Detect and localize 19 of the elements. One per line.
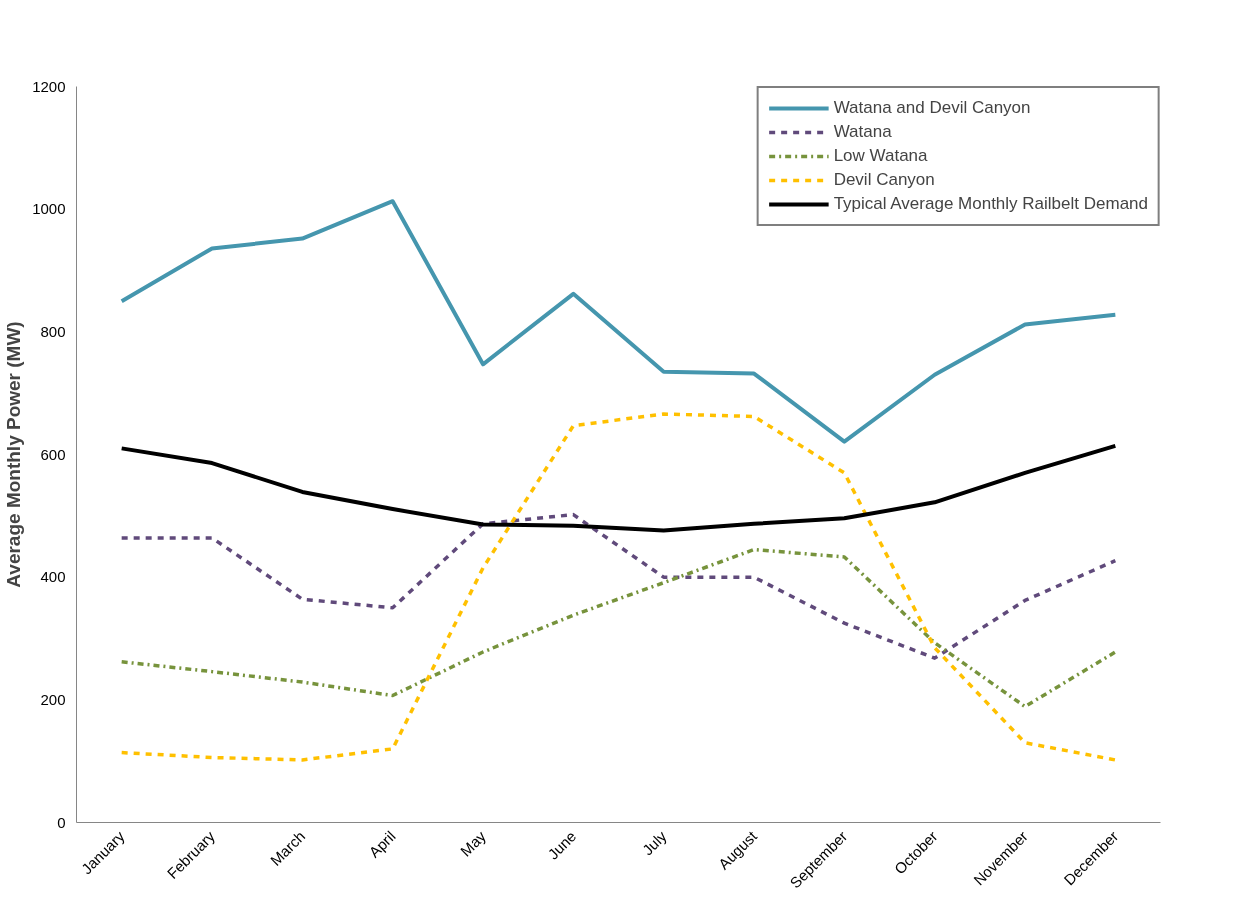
line-series	[119, 512, 1118, 660]
y-tick-label: 800	[40, 322, 66, 340]
y-tick-label: 1200	[32, 77, 66, 95]
y-tick-label: 600	[40, 445, 66, 463]
legend-label: Low Watana	[833, 146, 928, 166]
x-tick-label: July	[638, 827, 671, 859]
line-series	[119, 443, 1118, 533]
y-tick-label: 1000	[32, 200, 66, 218]
y-axis-title: Average Monthly Power (MW)	[3, 321, 25, 588]
y-tick-label: 0	[57, 813, 66, 831]
y-tick-label: 400	[40, 568, 66, 586]
y-tick-label: 200	[40, 690, 66, 708]
legend-label: Devil Canyon	[833, 170, 935, 190]
x-tick-label: May	[456, 827, 490, 860]
legend-label: Typical Average Monthly Railbelt Demand	[833, 194, 1148, 214]
legend-label: Watana and Devil Canyon	[833, 98, 1031, 118]
line-series	[119, 412, 1118, 762]
line-series	[119, 547, 1118, 709]
legend-label: Watana	[833, 122, 892, 142]
